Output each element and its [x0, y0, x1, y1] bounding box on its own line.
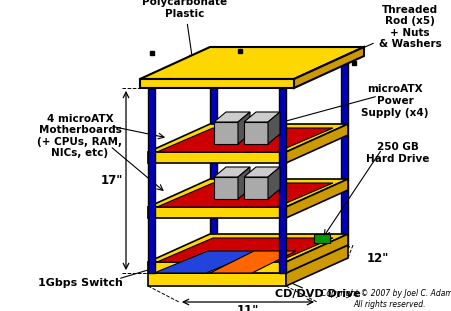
Polygon shape — [285, 179, 347, 218]
Polygon shape — [244, 177, 267, 199]
Text: Threaded
Rod (x5)
+ Nuts
& Washers: Threaded Rod (x5) + Nuts & Washers — [332, 5, 440, 62]
Polygon shape — [147, 273, 285, 286]
Polygon shape — [267, 112, 279, 144]
Polygon shape — [244, 122, 267, 144]
Text: 4 microATX
Motherboards
(+ CPUs, RAM,
NICs, etc): 4 microATX Motherboards (+ CPUs, RAM, NI… — [37, 114, 122, 158]
Text: 17": 17" — [101, 174, 123, 187]
Polygon shape — [147, 124, 347, 152]
Polygon shape — [238, 167, 249, 199]
Polygon shape — [147, 262, 285, 273]
Polygon shape — [147, 234, 347, 262]
Polygon shape — [313, 234, 329, 243]
Text: 1Gbps Switch: 1Gbps Switch — [37, 278, 122, 288]
Polygon shape — [267, 167, 279, 199]
Text: CD/DVD Drive: CD/DVD Drive — [275, 289, 360, 299]
Polygon shape — [244, 167, 279, 177]
Polygon shape — [278, 88, 285, 273]
Polygon shape — [147, 179, 347, 207]
Polygon shape — [244, 112, 279, 122]
Text: 12": 12" — [366, 253, 388, 266]
Polygon shape — [285, 245, 347, 286]
Text: 11": 11" — [236, 304, 258, 311]
Text: 250 GB
Hard Drive: 250 GB Hard Drive — [365, 142, 429, 164]
Polygon shape — [293, 47, 363, 88]
Polygon shape — [238, 112, 249, 144]
Polygon shape — [210, 251, 295, 273]
Polygon shape — [210, 60, 216, 245]
Polygon shape — [213, 167, 249, 177]
Polygon shape — [213, 122, 238, 144]
Polygon shape — [147, 88, 155, 273]
Polygon shape — [140, 47, 363, 79]
Polygon shape — [147, 207, 285, 218]
Polygon shape — [156, 128, 332, 152]
Polygon shape — [156, 238, 332, 262]
Polygon shape — [285, 124, 347, 163]
Text: microATX
Power
Supply (x4): microATX Power Supply (x4) — [360, 84, 428, 118]
Polygon shape — [340, 60, 347, 245]
Polygon shape — [285, 234, 347, 273]
Polygon shape — [213, 177, 238, 199]
Polygon shape — [154, 251, 259, 273]
Polygon shape — [147, 152, 285, 163]
Text: Copyright © 2007 by Joel C. Adams.
All rights reserved.: Copyright © 2007 by Joel C. Adams. All r… — [320, 289, 451, 309]
Polygon shape — [140, 79, 293, 88]
Text: Polycarbonate
Plastic: Polycarbonate Plastic — [142, 0, 227, 59]
Polygon shape — [213, 112, 249, 122]
Polygon shape — [156, 183, 332, 207]
Polygon shape — [147, 245, 347, 273]
